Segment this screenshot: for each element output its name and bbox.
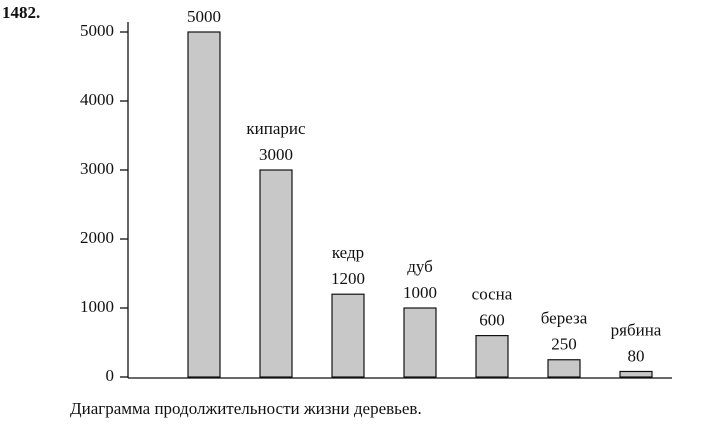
category-label: сосна bbox=[472, 285, 513, 304]
category-label: кипарис bbox=[246, 119, 306, 138]
value-label: 1000 bbox=[403, 283, 437, 302]
bar bbox=[187, 31, 221, 378]
bar bbox=[619, 370, 653, 378]
value-label: 600 bbox=[479, 311, 505, 330]
bar bbox=[259, 169, 293, 378]
value-label: 3000 bbox=[259, 145, 293, 164]
y-tick-label: 0 bbox=[106, 366, 115, 385]
y-tick-label: 4000 bbox=[80, 90, 114, 109]
bar bbox=[547, 359, 581, 378]
bar bbox=[403, 307, 437, 378]
bar bbox=[331, 293, 365, 378]
value-label: 250 bbox=[551, 335, 577, 354]
bar bbox=[475, 335, 509, 378]
value-label: 5000 bbox=[187, 7, 221, 26]
y-tick-label: 1000 bbox=[80, 297, 114, 316]
category-label: кедр bbox=[332, 243, 364, 262]
y-tick-label: 2000 bbox=[80, 228, 114, 247]
category-label: дуб bbox=[407, 257, 433, 276]
value-label: 80 bbox=[628, 346, 645, 365]
value-label: 1200 bbox=[331, 269, 365, 288]
category-label: береза bbox=[541, 309, 588, 328]
y-tick-label: 5000 bbox=[80, 21, 114, 40]
category-label: рябина bbox=[611, 320, 662, 339]
y-tick-label: 3000 bbox=[80, 159, 114, 178]
chart-caption: Диаграмма продолжительности жизни деревь… bbox=[70, 399, 422, 418]
problem-number: 1482. bbox=[2, 3, 40, 22]
